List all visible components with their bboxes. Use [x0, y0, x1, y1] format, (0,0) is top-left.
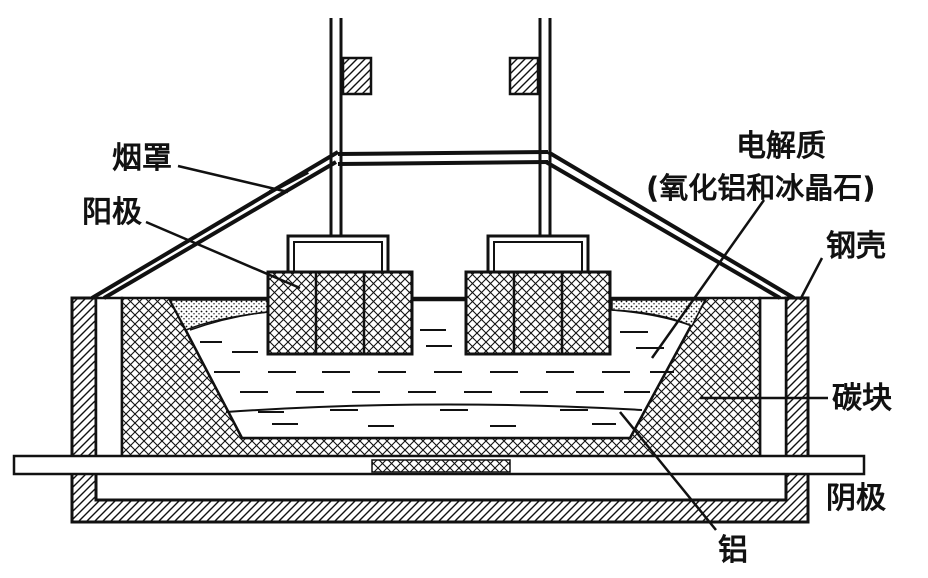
- left-clamp: [341, 56, 373, 96]
- leader-steel-shell: [798, 257, 824, 301]
- label-carbon-block: 碳块: [832, 381, 892, 416]
- hood: [90, 150, 796, 300]
- leader-hood: [177, 164, 289, 194]
- right-clamp: [508, 56, 540, 96]
- right-anode-block: [464, 270, 612, 356]
- leader-electrolyte: [650, 199, 766, 359]
- label-steel-shell: 钢壳: [826, 229, 886, 264]
- label-electrolyte: 电解质: [736, 129, 826, 164]
- leader-aluminum: [619, 411, 717, 531]
- leader-anode: [145, 220, 301, 290]
- left-anode: [266, 18, 414, 356]
- electrolyte-dashes: [200, 329, 674, 413]
- label-hood: 烟罩: [112, 141, 172, 176]
- leader-lines: [145, 164, 828, 531]
- cathode-bar: [12, 454, 866, 476]
- aluminum-dashes: [272, 423, 616, 427]
- label-electrolyte-composition: (氧化铝和冰晶石): [646, 171, 876, 205]
- right-anode: [464, 18, 612, 356]
- label-cathode: 阴极: [826, 481, 886, 516]
- label-aluminum: 铝: [718, 533, 748, 568]
- label-anode: 阳极: [82, 195, 142, 230]
